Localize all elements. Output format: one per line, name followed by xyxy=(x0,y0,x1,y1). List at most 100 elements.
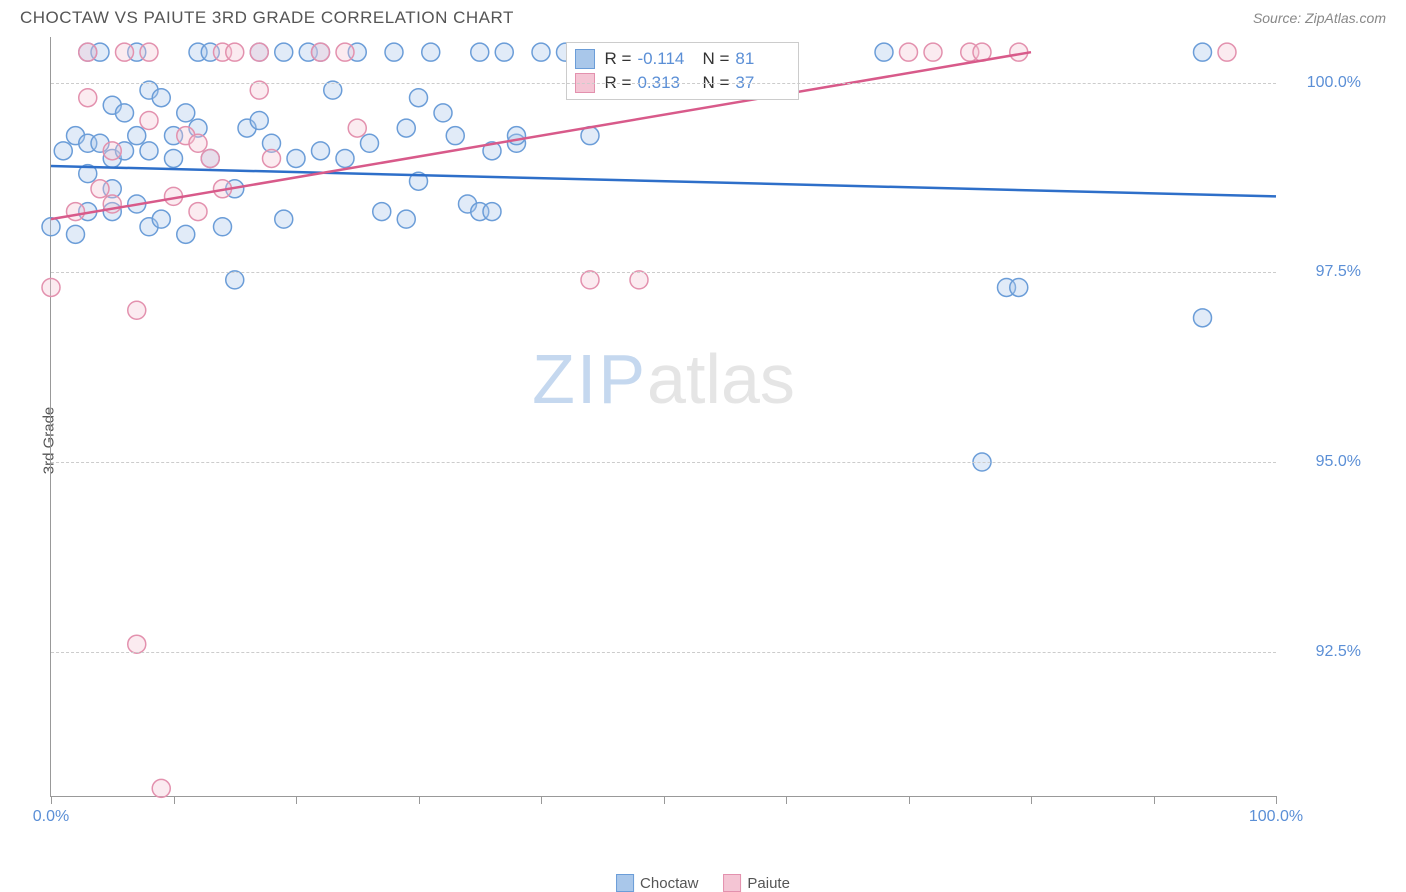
scatter-point xyxy=(422,43,440,61)
scatter-point xyxy=(287,149,305,167)
scatter-point xyxy=(250,43,268,61)
scatter-point xyxy=(275,210,293,228)
scatter-point xyxy=(128,635,146,653)
chart-container: 3rd Grade ZIPatlas R =-0.114N =81R =0.31… xyxy=(50,37,1376,827)
scatter-point xyxy=(67,225,85,243)
legend-item: Paiute xyxy=(723,874,790,892)
scatter-point xyxy=(250,111,268,129)
x-tick xyxy=(786,796,787,804)
scatter-point xyxy=(79,43,97,61)
x-tick-label: 0.0% xyxy=(33,808,69,826)
scatter-point xyxy=(410,89,428,107)
stats-box: R =-0.114N =81R =0.313N =37 xyxy=(566,42,800,100)
stats-r-value: -0.114 xyxy=(637,49,692,69)
scatter-point xyxy=(42,278,60,296)
scatter-point xyxy=(189,203,207,221)
stats-row: R =-0.114N =81 xyxy=(575,47,791,71)
scatter-point xyxy=(924,43,942,61)
x-tick-label: 100.0% xyxy=(1249,808,1303,826)
gridline xyxy=(51,272,1276,273)
scatter-point xyxy=(116,104,134,122)
scatter-point xyxy=(152,89,170,107)
scatter-point xyxy=(397,210,415,228)
stats-swatch xyxy=(575,49,595,69)
scatter-point xyxy=(79,89,97,107)
chart-header: CHOCTAW VS PAIUTE 3RD GRADE CORRELATION … xyxy=(0,0,1406,32)
bottom-legend: Choctaw Paiute xyxy=(616,874,790,892)
x-tick xyxy=(419,796,420,804)
scatter-point xyxy=(67,203,85,221)
scatter-point xyxy=(1194,43,1212,61)
legend-swatch xyxy=(723,874,741,892)
scatter-point xyxy=(226,271,244,289)
chart-title: CHOCTAW VS PAIUTE 3RD GRADE CORRELATION … xyxy=(20,8,514,28)
scatter-point xyxy=(250,81,268,99)
scatter-point xyxy=(1194,309,1212,327)
legend-item: Choctaw xyxy=(616,874,698,892)
scatter-point xyxy=(348,119,366,137)
scatter-point xyxy=(1010,278,1028,296)
scatter-point xyxy=(434,104,452,122)
scatter-point xyxy=(495,43,513,61)
scatter-point xyxy=(140,43,158,61)
scatter-point xyxy=(483,203,501,221)
legend-label: Choctaw xyxy=(640,875,698,892)
chart-source: Source: ZipAtlas.com xyxy=(1253,10,1386,26)
x-tick xyxy=(174,796,175,804)
x-tick xyxy=(51,796,52,804)
stats-n-value: 81 xyxy=(735,49,790,69)
scatter-point xyxy=(900,43,918,61)
scatter-point xyxy=(165,149,183,167)
gridline xyxy=(51,462,1276,463)
x-tick xyxy=(909,796,910,804)
scatter-point xyxy=(581,271,599,289)
gridline xyxy=(51,652,1276,653)
scatter-point xyxy=(312,43,330,61)
scatter-point xyxy=(397,119,415,137)
scatter-point xyxy=(189,134,207,152)
scatter-point xyxy=(226,43,244,61)
scatter-point xyxy=(263,149,281,167)
x-tick xyxy=(664,796,665,804)
x-tick xyxy=(541,796,542,804)
x-tick xyxy=(1154,796,1155,804)
scatter-point xyxy=(1218,43,1236,61)
scatter-point xyxy=(875,43,893,61)
scatter-point xyxy=(54,142,72,160)
scatter-point xyxy=(116,43,134,61)
scatter-point xyxy=(103,142,121,160)
scatter-point xyxy=(385,43,403,61)
x-tick xyxy=(1276,796,1277,804)
scatter-point xyxy=(91,180,109,198)
scatter-point xyxy=(128,301,146,319)
x-tick xyxy=(296,796,297,804)
scatter-point xyxy=(140,111,158,129)
x-tick xyxy=(1031,796,1032,804)
scatter-point xyxy=(336,149,354,167)
plot-area: ZIPatlas R =-0.114N =81R =0.313N =37 92.… xyxy=(50,37,1276,797)
legend-swatch xyxy=(616,874,634,892)
y-tick-label: 95.0% xyxy=(1286,453,1361,471)
y-tick-label: 92.5% xyxy=(1286,643,1361,661)
y-tick-label: 100.0% xyxy=(1286,74,1361,92)
scatter-point xyxy=(140,142,158,160)
scatter-point xyxy=(630,271,648,289)
stats-n-label: N = xyxy=(702,49,729,69)
scatter-point xyxy=(312,142,330,160)
scatter-point xyxy=(336,43,354,61)
plot-svg xyxy=(51,37,1276,796)
scatter-point xyxy=(177,225,195,243)
scatter-point xyxy=(275,43,293,61)
scatter-point xyxy=(361,134,379,152)
scatter-point xyxy=(214,218,232,236)
scatter-point xyxy=(471,43,489,61)
scatter-point xyxy=(152,779,170,797)
scatter-point xyxy=(373,203,391,221)
scatter-point xyxy=(532,43,550,61)
y-tick-label: 97.5% xyxy=(1286,263,1361,281)
scatter-point xyxy=(446,127,464,145)
gridline xyxy=(51,83,1276,84)
scatter-point xyxy=(152,210,170,228)
scatter-point xyxy=(128,127,146,145)
scatter-point xyxy=(42,218,60,236)
